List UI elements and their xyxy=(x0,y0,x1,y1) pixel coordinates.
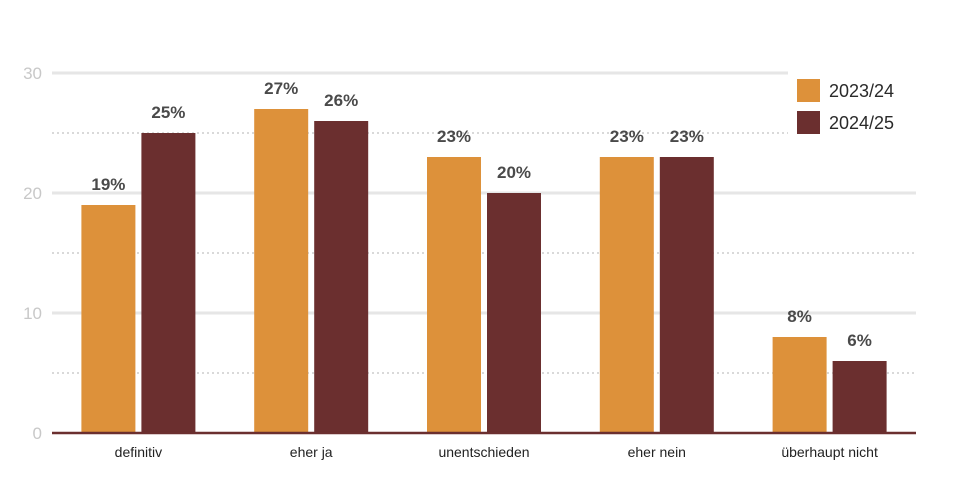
bar xyxy=(772,337,827,433)
bar xyxy=(427,157,481,433)
bars xyxy=(81,109,887,433)
data-label: 23% xyxy=(670,127,704,146)
legend-swatch xyxy=(797,79,820,102)
category-label: eher nein xyxy=(628,444,686,460)
bar xyxy=(832,361,887,433)
grid xyxy=(52,71,916,374)
category-label: definitiv xyxy=(115,444,162,460)
data-label: 26% xyxy=(324,91,358,110)
category-label: unentschieden xyxy=(438,444,529,460)
data-label: 8% xyxy=(787,307,812,326)
data-label: 23% xyxy=(610,127,644,146)
bar xyxy=(141,133,196,433)
data-label: 6% xyxy=(847,331,872,350)
bar xyxy=(659,157,714,433)
bar xyxy=(81,205,136,433)
data-label: 27% xyxy=(264,79,298,98)
data-label: 23% xyxy=(437,127,471,146)
data-label: 20% xyxy=(497,163,531,182)
y-tick-label: 30 xyxy=(23,64,42,83)
y-axis-ticks: 0 10 20 30 xyxy=(23,64,42,443)
category-label: überhaupt nicht xyxy=(781,444,878,460)
category-labels: definitiv eher ja unentschieden eher nein üb… xyxy=(115,444,878,460)
legend-label: 2024/25 xyxy=(829,113,894,133)
legend-swatch xyxy=(797,111,820,134)
bar xyxy=(314,121,369,433)
category-label: eher ja xyxy=(290,444,333,460)
legend: 2023/24 2024/25 xyxy=(797,79,894,134)
bar xyxy=(487,193,541,433)
y-tick-label: 10 xyxy=(23,304,42,323)
data-label: 25% xyxy=(151,103,185,122)
data-label: 19% xyxy=(91,175,125,194)
y-tick-label: 20 xyxy=(23,184,42,203)
y-tick-label: 0 xyxy=(33,424,42,443)
data-labels: 19% 25% 27% 26% 23% 20% 23% 23% 8% 6% xyxy=(91,79,872,350)
legend-label: 2023/24 xyxy=(829,81,894,101)
bar xyxy=(599,157,654,433)
bar xyxy=(254,109,309,433)
